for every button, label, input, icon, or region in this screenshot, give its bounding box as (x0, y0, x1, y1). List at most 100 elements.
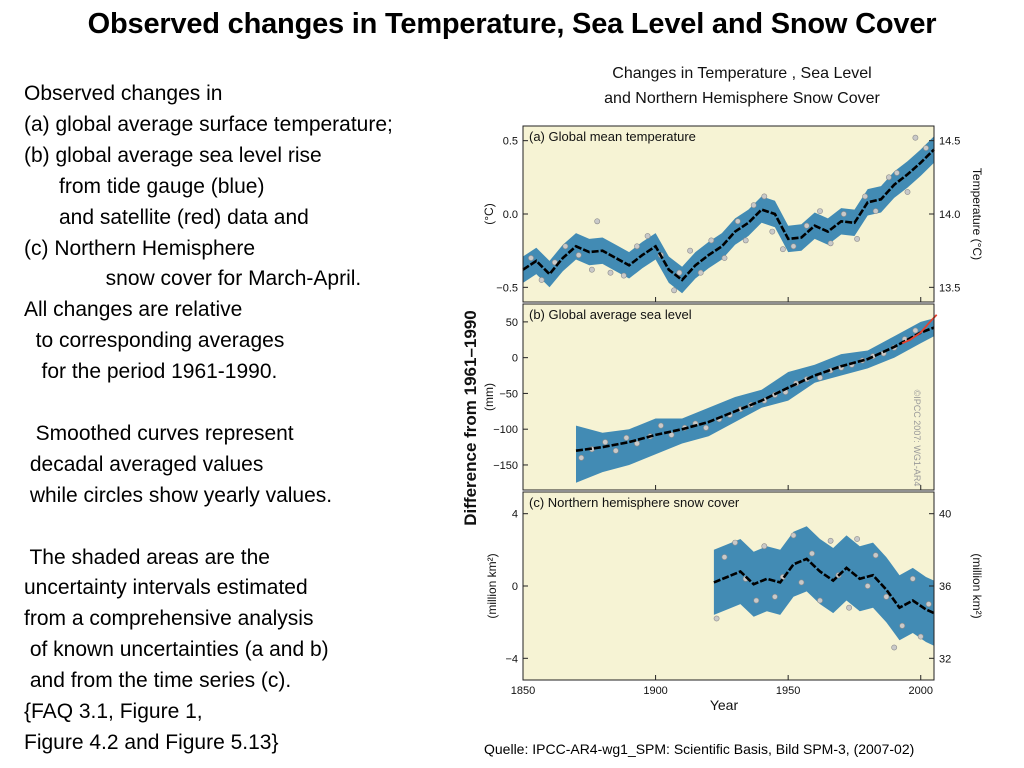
yearly-point (528, 255, 534, 261)
y-tick-label: 0.5 (503, 136, 518, 148)
x-tick-label: 2000 (908, 685, 932, 697)
yearly-point (713, 615, 720, 622)
description-line: of known uncertainties (a and b) (24, 638, 329, 662)
yearly-point (620, 272, 627, 279)
description-line: uncertainty intervals estimated (24, 576, 308, 600)
yearly-point (917, 633, 924, 640)
yearly-point (798, 579, 805, 586)
uncertainty-band (523, 136, 934, 294)
yearly-point (872, 552, 879, 559)
yearly-point (657, 422, 664, 429)
yearly-point (634, 243, 640, 250)
uncertainty-band (713, 526, 934, 646)
right-tick-label: 36 (939, 581, 951, 593)
yearly-point (578, 454, 585, 461)
smoothed-line (713, 557, 935, 615)
panel-b: (b) Global average sea level 50 0 −50 −100 −1… (482, 303, 938, 491)
description-line: Observed changes in (24, 82, 223, 105)
watermark: ©IPCC 2007: WG1-AR4 (912, 390, 922, 487)
uncertainty-band (576, 318, 934, 483)
y-tick-label: −100 (493, 424, 518, 436)
yearly-point (864, 583, 871, 589)
yearly-point (623, 434, 630, 441)
yearly-point (891, 644, 898, 651)
satellite-line (901, 314, 938, 345)
description-line: decadal averaged values (24, 452, 264, 476)
description-line: for the period 1961-1990. (24, 360, 278, 384)
yearly-point (575, 252, 582, 258)
x-axis-label: Year (710, 697, 739, 713)
panel-frame (522, 303, 935, 491)
panel-a: (a) Global mean temperature 0.5 0.0 −0.5 (°C… (482, 125, 984, 303)
right-axis-label: Temperature (°C) (970, 168, 984, 260)
yearly-point (753, 597, 760, 604)
yearly-point (602, 439, 609, 445)
yearly-point (771, 593, 778, 600)
yearly-point (817, 374, 823, 381)
y-tick-label: 0 (512, 581, 518, 593)
yearly-point (721, 554, 728, 560)
y-tick-label: −150 (493, 460, 518, 472)
description-line: snow cover for March-April. (24, 267, 362, 291)
shared-ylabel: Difference from 1961–1990 (461, 310, 480, 525)
yearly-point (594, 218, 601, 225)
yearly-point (742, 237, 749, 244)
yearly-point (899, 622, 906, 629)
yearly-point (708, 237, 715, 244)
yearly-point (809, 550, 815, 557)
yearly-point (703, 424, 709, 431)
yearly-point (612, 447, 619, 454)
yearly-point (854, 235, 860, 242)
yearly-point (761, 543, 768, 550)
figure-title-line-2: and Northern Hemisphere Snow Cover (604, 90, 880, 107)
panel-title: (b) Global average sea level (529, 307, 692, 322)
yearly-point (904, 189, 911, 195)
yearly-point (588, 266, 595, 273)
y-tick-label: −0.5 (496, 282, 518, 294)
yearly-point (538, 277, 545, 283)
yearly-point (827, 240, 834, 247)
yearly-point (721, 255, 728, 261)
panel-title: (c) Northern hemisphere snow cover (529, 495, 740, 510)
y-tick-label: 50 (506, 317, 518, 329)
description-line: and from the time series (c). (24, 669, 292, 693)
yearly-point (912, 327, 919, 334)
slide-title: Observed changes in Temperature, Sea Lev… (87, 8, 937, 40)
panels: (a) Global mean temperature 0.5 0.0 −0.5 (°C… (482, 125, 984, 681)
right-tick-label: 14.0 (939, 209, 960, 221)
yearly-point (912, 134, 919, 141)
description-line: to corresponding averages (24, 329, 285, 353)
panel-c: (c) Northern hemisphere snow cover40−4(m… (485, 491, 984, 681)
description-line: (a) global average surface temperature; (24, 112, 393, 136)
yearly-point (790, 243, 797, 250)
description-line: {FAQ 3.1, Figure 1, (24, 700, 203, 723)
yearly-point (885, 174, 892, 181)
yearly-point (732, 539, 738, 546)
yearly-point (803, 222, 810, 229)
right-tick-label: 13.5 (939, 282, 960, 294)
description-line: The shaded areas are the (24, 545, 270, 569)
yearly-point (817, 597, 823, 604)
description-line: while circles show yearly values. (24, 483, 333, 507)
yearly-point (790, 532, 797, 539)
y-tick-label: −4 (505, 653, 518, 665)
yearly-point (668, 431, 675, 438)
x-axis: 1850 1900 1950 2000 (511, 685, 933, 697)
description-line: from tide gauge (blue) (24, 174, 265, 198)
description-line: All changes are relative (24, 298, 243, 322)
y-tick-label: −50 (499, 388, 518, 400)
yearly-point (551, 259, 558, 266)
yearly-point (872, 208, 879, 214)
y-axis-label: (million km²) (485, 553, 499, 618)
yearly-point (862, 193, 868, 200)
yearly-point (761, 193, 768, 200)
y-tick-label: 0 (512, 353, 518, 365)
yearly-point (734, 218, 741, 225)
yearly-point (779, 246, 786, 253)
description-line: (b) global average sea level rise (24, 143, 322, 167)
yearly-point (854, 536, 860, 542)
description-line: Figure 4.2 and Figure 5.13} (24, 730, 279, 754)
smoothed-line (522, 148, 935, 282)
source-caption: Quelle: IPCC-AR4-wg1_SPM: Scientific Bas… (484, 741, 915, 757)
figure-title-line-1: Changes in Temperature , Sea Level (612, 65, 871, 82)
